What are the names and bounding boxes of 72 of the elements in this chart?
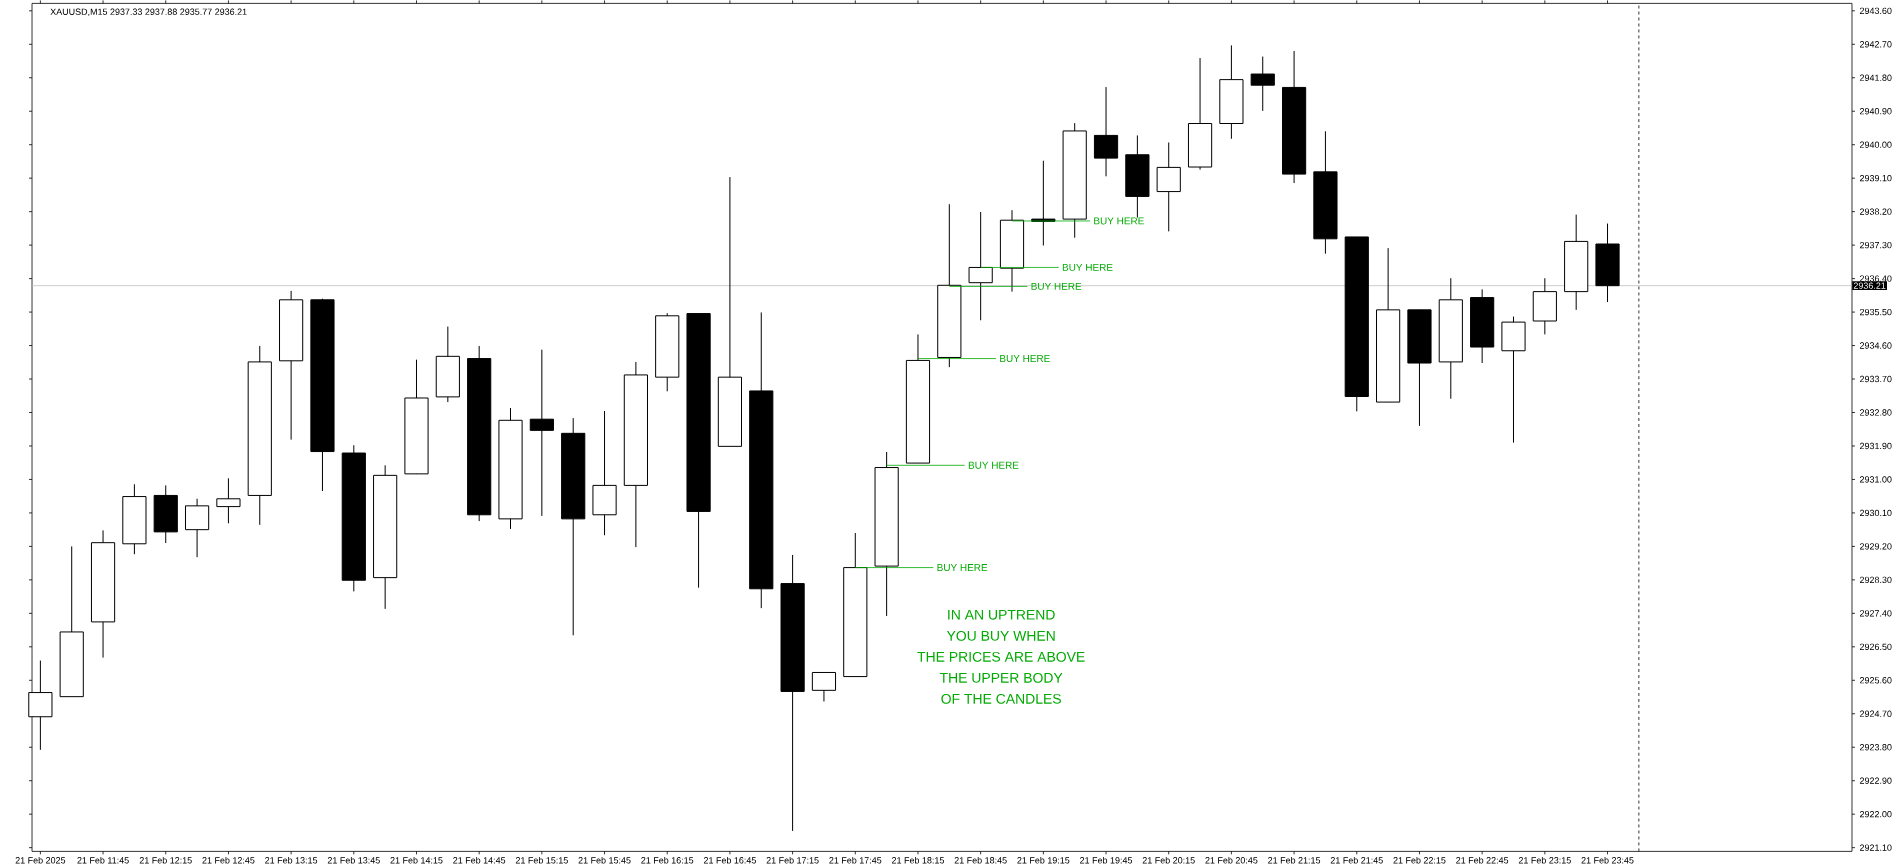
x-tick-label: 21 Feb 18:15 [892,856,945,864]
y-tick-label: 2923.80 [1859,743,1892,751]
candlestick [1250,55,1275,112]
annotation: YOU BUY WHEN [946,630,1055,641]
x-tick-label: 21 Feb 22:15 [1393,856,1446,864]
x-tick-label: 21 Feb 13:45 [327,856,380,864]
x-tick-label: 21 Feb 16:45 [703,856,756,864]
y-tick-label: 2932.80 [1859,409,1892,416]
y-tick-label: 2936.40 [1859,275,1892,282]
x-tick-label: 21 Feb 19:45 [1080,856,1133,864]
x-tick-label: 21 Feb 20:45 [1205,856,1258,864]
x-tick-label: 21 Feb 12:45 [202,856,255,864]
x-tick-label: 21 Feb 13:15 [265,856,318,864]
x-tick-label: 21 Feb 2025 [15,856,66,864]
annotation: BUY HERE [1031,282,1082,290]
x-tick-label: 21 Feb 14:15 [390,856,443,864]
annotation: BUY HERE [1094,217,1144,225]
x-tick-label: 21 Feb 21:15 [1268,856,1321,864]
annotation: BUY HERE [968,461,1019,469]
x-tick-label: 21 Feb 11:45 [77,856,129,864]
y-tick-label: 2922.90 [1859,777,1892,784]
x-tick-label: 21 Feb 14:45 [453,856,506,864]
x-tick-label: 21 Feb 21:45 [1330,856,1383,864]
ref-line-label: 2936.21 [1853,282,1886,289]
y-tick-label: 2943.60 [1859,7,1892,14]
y-tick-label: 2926.50 [1859,643,1892,650]
chart-title: XAUUSD,M15 2937.33 2937.88 2935.77 2936.21 [50,8,247,16]
x-tick-label: 21 Feb 17:15 [766,856,819,864]
candlestick [529,348,554,517]
y-tick-label: 2934.60 [1859,342,1892,349]
y-tick-label: 2939.10 [1859,174,1892,182]
y-tick-label: 2925.60 [1859,676,1892,684]
annotation: OF THE CANDLES [941,693,1061,704]
x-tick-label: 21 Feb 22:45 [1456,856,1509,864]
y-tick-label: 2924.70 [1859,710,1892,717]
annotation: IN AN UPTREND [948,609,1055,620]
candlestick [216,477,241,524]
y-tick-label: 2937.30 [1859,241,1892,249]
y-tick-label: 2940.00 [1859,141,1892,148]
y-tick-label: 2922.00 [1859,810,1892,818]
y-tick-label: 2942.70 [1859,40,1892,48]
x-tick-label: 21 Feb 15:15 [515,856,568,864]
x-tick-label: 21 Feb 16:15 [641,856,694,864]
y-tick-label: 2931.00 [1859,476,1892,483]
y-tick-label: 2928.30 [1859,576,1892,583]
y-tick-label: 2940.90 [1859,107,1892,115]
candlestick [968,211,993,321]
x-tick-label: 21 Feb 23:45 [1581,856,1634,864]
x-tick-label: 21 Feb 17:45 [829,856,882,864]
x-tick-label: 21 Feb 20:15 [1142,856,1195,864]
annotation: BUY HERE [1062,263,1113,271]
candlestick [184,498,210,558]
candlestick [811,671,837,702]
x-tick-label: 21 Feb 23:15 [1518,856,1571,864]
y-tick-label: 2930.10 [1859,509,1892,516]
annotation: BUY HERE [1000,354,1050,362]
annotation: THE PRICES ARE ABOVE [917,651,1085,662]
y-tick-label: 2938.20 [1859,208,1892,215]
y-tick-label: 2931.90 [1859,442,1892,449]
x-tick-label: 21 Feb 18:45 [954,856,1007,864]
y-tick-label: 2933.70 [1859,375,1892,383]
y-tick-label: 2941.80 [1859,74,1892,81]
x-tick-label: 21 Feb 19:15 [1017,856,1070,864]
y-tick-label: 2935.50 [1859,308,1892,316]
x-tick-label: 21 Feb 15:45 [578,856,631,864]
candlestick [1093,86,1119,177]
y-tick-label: 2927.40 [1859,609,1892,617]
y-tick-label: 2929.20 [1859,543,1892,550]
annotation: BUY HERE [937,563,988,571]
annotation: THE UPPER BODY [939,672,1063,683]
y-tick-label: 2921.10 [1859,844,1892,851]
x-tick-label: 21 Feb 12:15 [139,856,192,864]
